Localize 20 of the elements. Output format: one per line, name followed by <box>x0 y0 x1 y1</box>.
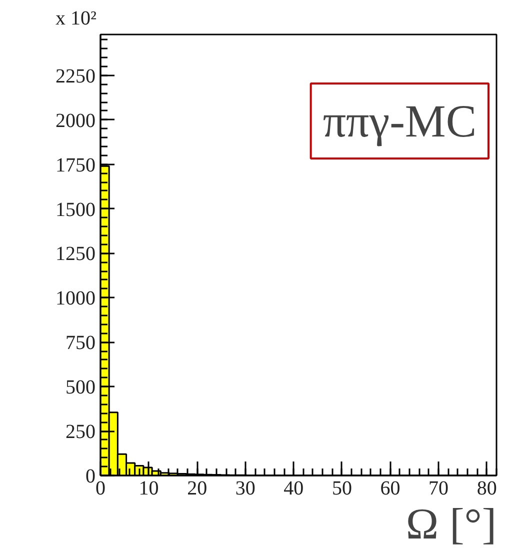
x-tick-label: 20 <box>187 478 208 500</box>
x-tick-label: 60 <box>380 478 400 500</box>
y-tick-label: 1000 <box>56 288 96 310</box>
text: x 10² <box>56 8 96 30</box>
y-tick-label: 2000 <box>56 110 96 132</box>
x-tick-label: 50 <box>332 478 352 500</box>
y-tick-label: 750 <box>66 332 96 354</box>
y-tick-label: 2250 <box>56 65 96 88</box>
y-tick-label: 250 <box>66 421 96 444</box>
y-tick-label: 1500 <box>56 198 96 221</box>
x-tick-label: 10 <box>138 478 159 500</box>
y-tick-label: 500 <box>66 376 96 399</box>
x-tick-label: 80 <box>476 478 497 500</box>
x-axis-title: Ω [°] <box>406 500 497 548</box>
text: ππγ-MC <box>322 96 477 146</box>
x-tick-label: 40 <box>284 478 304 500</box>
x-tick-label: 70 <box>428 478 449 500</box>
y-tick-label: 1250 <box>56 243 96 266</box>
y-tick-label: 1750 <box>56 154 96 176</box>
x-tick-label: 30 <box>235 478 256 500</box>
